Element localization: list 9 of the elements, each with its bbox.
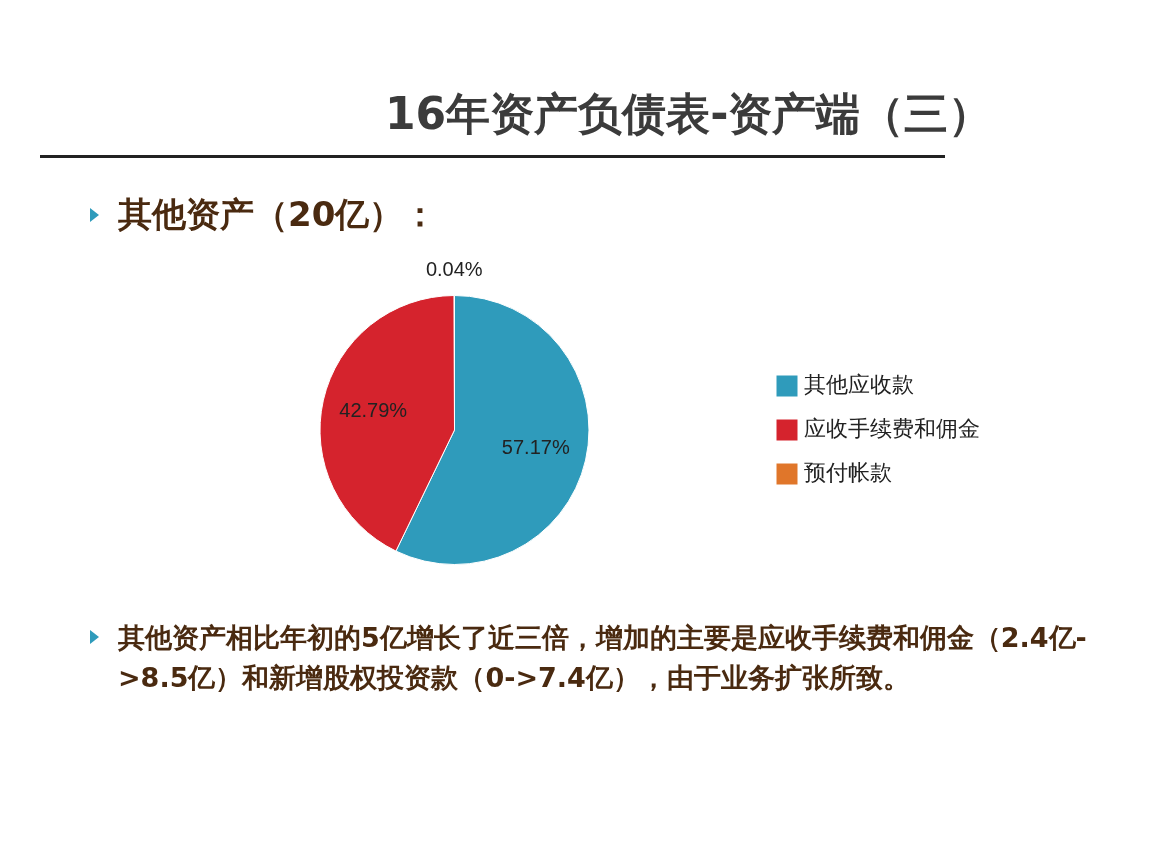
data-label: 42.79% [339, 398, 408, 421]
chart-subtitle: 其他资产（20亿）： [118, 193, 438, 236]
data-label: 0.04% [425, 258, 483, 281]
text: 其他资产相比年初的5亿增长了近三倍，增加的主要是应收手续费和佣金（2.4亿->8.5亿）和新增股权投资款（0->7.4亿），由于业务扩张所致。 [118, 621, 1088, 695]
legend-label: 应收手续费和佣金 [804, 415, 980, 441]
legend-label: 预付帐款 [804, 459, 892, 485]
chart-title: 16年资产负债表-资产端（三） [385, 87, 993, 141]
legend-label: 其他应收款 [804, 371, 914, 397]
data-label: 57.17% [501, 436, 570, 459]
